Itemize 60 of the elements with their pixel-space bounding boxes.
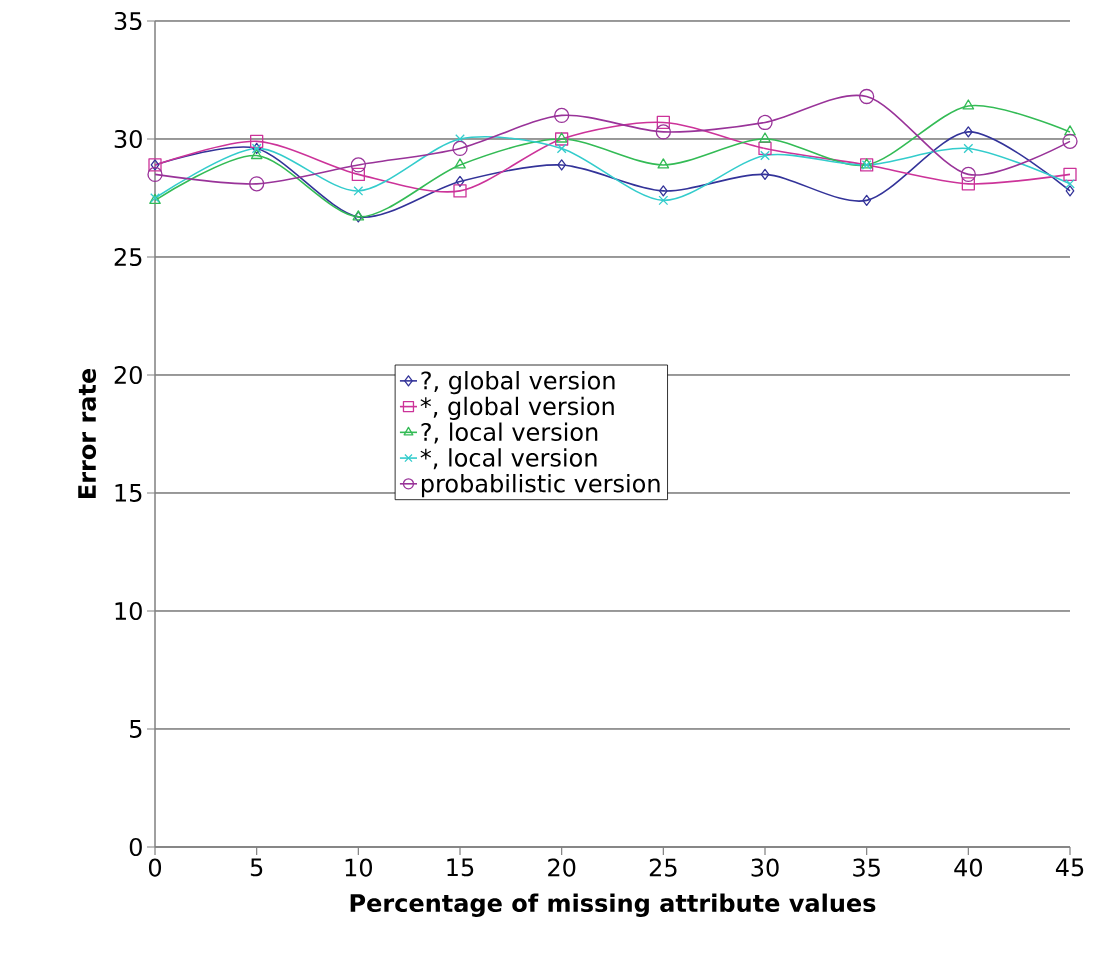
x-tick-label: 30: [751, 858, 779, 877]
point: [554, 107, 570, 124]
point: [760, 150, 770, 161]
x-tick-label: 35: [853, 858, 880, 877]
point: [1064, 125, 1076, 136]
point: [760, 168, 770, 181]
y-tick-label: 5: [130, 720, 142, 738]
y-tick-label: 25: [114, 247, 142, 267]
point: [859, 88, 875, 105]
point: [557, 159, 567, 171]
point: [250, 134, 264, 148]
point: [249, 176, 265, 192]
y-tick-label: 10: [115, 601, 142, 621]
y-tick-label: 15: [115, 484, 142, 502]
point: [961, 177, 975, 191]
legend-label: *, local version: [420, 448, 597, 470]
x-tick-label: 5: [250, 858, 263, 877]
point: [453, 184, 467, 198]
point: [452, 140, 468, 157]
point: [455, 175, 465, 188]
point: [353, 186, 364, 196]
point: [862, 194, 872, 206]
point: [250, 148, 263, 160]
x-tick-label: 40: [954, 858, 982, 877]
legend-label: *, global version: [420, 396, 614, 420]
point: [147, 166, 163, 183]
point: [655, 124, 671, 140]
x-tick-label: 25: [649, 858, 677, 877]
legend-label: probabilistic version: [421, 473, 660, 498]
y-tick-label: 30: [114, 129, 142, 149]
point: [1065, 185, 1075, 197]
point: [757, 114, 773, 131]
y-tick-label: 0: [129, 837, 142, 857]
point: [963, 143, 974, 154]
y-tick-label: 20: [114, 365, 142, 385]
legend-label: ?, global version: [421, 371, 615, 395]
y-tick-label: 35: [114, 11, 142, 31]
y-axis-title: Error rate: [78, 368, 97, 499]
point: [963, 126, 973, 138]
point: [960, 166, 976, 183]
point: [1062, 133, 1078, 149]
point: [658, 185, 668, 197]
x-tick-label: 45: [1055, 858, 1084, 877]
point: [350, 157, 366, 173]
x-tick-label: 20: [548, 858, 576, 877]
point: [962, 99, 975, 110]
point: [656, 115, 670, 130]
point: [454, 158, 466, 169]
x-tick-label: 15: [447, 858, 474, 877]
point: [759, 132, 771, 143]
point: [658, 195, 669, 206]
x-tick-label: 0: [148, 858, 162, 877]
x-tick-label: 10: [345, 858, 373, 877]
point: [1063, 167, 1077, 182]
point: [1065, 178, 1075, 189]
point: [351, 167, 365, 182]
point: [657, 158, 670, 169]
point: [556, 143, 567, 154]
x-axis-title: Percentage of missing attribute values: [350, 893, 876, 917]
legend-label: ?, local version: [421, 422, 598, 444]
